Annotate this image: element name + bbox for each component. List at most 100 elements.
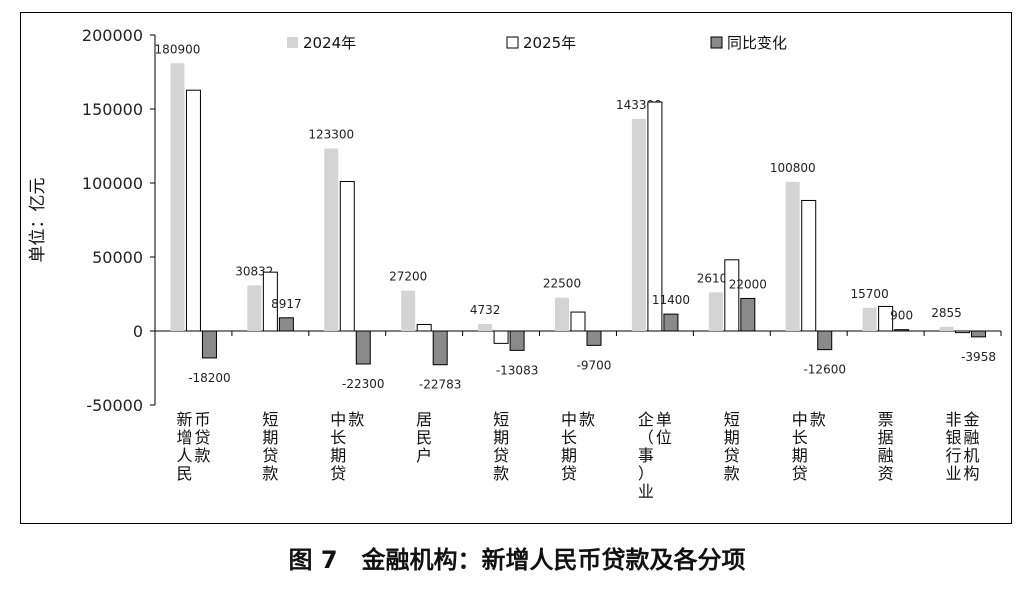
category-label-char: 中	[792, 410, 808, 429]
data-label: 15700	[851, 287, 889, 301]
data-label: -3958	[961, 350, 996, 364]
data-label: 2855	[931, 306, 962, 320]
category-label-char: 期	[792, 446, 808, 465]
data-label: 11400	[652, 293, 690, 307]
category-label-char: 中	[330, 410, 346, 429]
category-label-char: 款	[810, 410, 826, 429]
category-label-char: 长	[561, 428, 577, 447]
category-label-char: 业	[638, 482, 654, 501]
data-label: -13083	[496, 363, 539, 377]
category-label-char: 构	[964, 464, 980, 483]
category-label-char: 款	[262, 464, 278, 483]
category-label-char: 据	[878, 428, 894, 447]
y-tick-label: -50000	[86, 396, 143, 415]
data-label: 123300	[308, 128, 354, 142]
bar-yoy-change	[278, 317, 294, 332]
data-label: 4732	[470, 303, 501, 317]
data-label: 22500	[543, 277, 581, 291]
category-label-char: 贷	[493, 446, 509, 465]
category-label-char: 款	[724, 464, 740, 483]
category-label-char: 民	[416, 428, 432, 447]
data-label: 8917	[271, 297, 302, 311]
category-label-char: 户	[416, 446, 432, 465]
y-tick-label: 100000	[82, 174, 143, 193]
data-label: -22300	[342, 377, 385, 391]
bar-y2024	[939, 326, 954, 331]
bar-yoy-change	[509, 330, 525, 351]
category-label-char: 行	[946, 446, 962, 465]
bar-y2025	[416, 323, 432, 332]
category-label-char: 短	[724, 410, 740, 429]
category-label-char: 长	[792, 428, 808, 447]
bar-yoy-change	[586, 330, 602, 346]
category-label-char: 中	[561, 410, 577, 429]
bar-y2024	[247, 285, 262, 331]
category-label-char: 民	[176, 464, 192, 483]
legend-swatch	[710, 36, 723, 49]
legend-label: 同比变化	[727, 34, 787, 52]
bar-y2024	[708, 292, 723, 331]
category-label-char: ）	[638, 464, 654, 483]
category-label-char: 款	[348, 410, 364, 429]
category-label-char: 金	[964, 410, 980, 429]
category-label-char: 期	[493, 428, 509, 447]
bar-y2024	[478, 323, 493, 331]
y-axis-title: 单位：亿元	[28, 178, 48, 263]
bar-yoy-change	[201, 330, 217, 359]
category-label-char: 非	[946, 410, 962, 429]
bar-y2024	[401, 290, 416, 331]
category-label-char: 贷	[792, 464, 808, 483]
y-tick-label: 50000	[92, 248, 143, 267]
category-label-char: 款	[493, 464, 509, 483]
category-label-char: 资	[878, 464, 894, 483]
bar-y2025	[262, 271, 278, 332]
bar-yoy-change	[740, 297, 756, 332]
category-label-char: 款	[579, 410, 595, 429]
category-label-char: 融	[878, 446, 894, 465]
bar-y2025	[724, 259, 740, 332]
data-label: -12600	[803, 363, 846, 377]
category-label-char: 人	[176, 446, 192, 465]
bar-y2024	[324, 148, 339, 331]
bar-yoy-change	[663, 313, 679, 332]
bar-yoy-change	[817, 330, 833, 351]
y-tick-label: 200000	[82, 26, 143, 45]
data-label: 900	[890, 309, 913, 323]
category-label-char: 短	[493, 410, 509, 429]
category-label-char: 期	[561, 446, 577, 465]
bar-y2025	[801, 199, 817, 332]
bar-y2025	[955, 330, 971, 334]
category-label-char: 票	[878, 410, 894, 429]
bar-y2024	[631, 118, 646, 331]
category-label-char: 位	[656, 428, 672, 447]
y-tick-label: 150000	[82, 100, 143, 119]
data-label: 22000	[729, 277, 767, 291]
category-label-char: 期	[330, 446, 346, 465]
bar-yoy-change	[432, 330, 448, 366]
bar-yoy-change	[355, 330, 371, 365]
bar-y2024	[862, 307, 877, 331]
category-label-char: 单	[656, 410, 672, 429]
category-label-char: 新	[176, 410, 192, 429]
figure-caption: 图 7 金融机构：新增人民币贷款及各分项	[288, 546, 746, 574]
category-label-char: 融	[964, 428, 980, 447]
category-label-char: 银	[946, 428, 962, 447]
chart-frame: -50000 0 50000 100000 150000 200000 单位：亿元 18090…	[20, 12, 1012, 524]
category-label-char: 期	[724, 428, 740, 447]
legend-swatch	[287, 37, 298, 48]
category-label-char: 短	[262, 410, 278, 429]
bar-y2025	[339, 181, 355, 332]
data-label: -9700	[577, 358, 612, 372]
category-label-char: 贷	[194, 428, 210, 447]
category-label-char: 机	[964, 446, 980, 465]
category-label-char: 事	[638, 446, 654, 465]
category-label-char: 款	[194, 446, 210, 465]
bar-y2024	[555, 297, 569, 331]
bar-yoy-change	[971, 330, 987, 338]
category-label-char: 贷	[561, 464, 577, 483]
bar-y2024	[170, 63, 185, 331]
bar-y2025	[570, 311, 586, 332]
category-label-char: 企	[638, 410, 654, 429]
category-label-char: 业	[946, 464, 962, 483]
category-label-char: 增	[176, 428, 192, 447]
